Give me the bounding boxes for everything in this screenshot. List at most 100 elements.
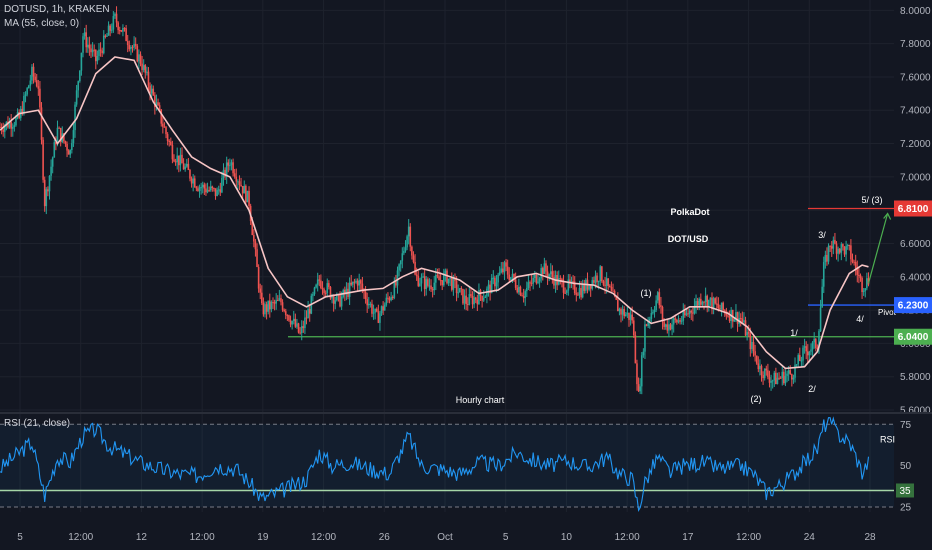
candle-body	[136, 45, 139, 62]
candle-body	[754, 351, 756, 356]
candle-body	[853, 261, 855, 263]
candle-body	[829, 245, 831, 247]
candle-body	[155, 102, 158, 107]
candle-body	[743, 320, 745, 323]
candle-body	[187, 163, 190, 170]
candle-body	[185, 163, 188, 167]
candle-body	[615, 295, 618, 300]
candle-body	[409, 226, 412, 247]
candle-body	[452, 277, 455, 290]
candle-body	[513, 273, 515, 280]
price-tick-label: 7.0000	[900, 172, 931, 183]
candle-body	[326, 283, 329, 294]
candle-body	[334, 300, 337, 304]
candle-body	[336, 294, 338, 301]
candle-body	[444, 270, 447, 275]
candle-body	[439, 280, 442, 282]
candle-body	[757, 363, 760, 370]
candle-body	[791, 374, 793, 380]
candle-body	[71, 143, 73, 151]
rsi-series-label: RSI	[880, 434, 895, 444]
candle-body	[53, 142, 56, 158]
rsi-legend[interactable]: RSI (21, close)	[4, 418, 71, 429]
candle-body	[178, 155, 180, 166]
candle-body	[125, 28, 127, 42]
price-tick-label: 7.2000	[900, 139, 931, 150]
candle-body	[564, 292, 566, 294]
candle-body	[87, 44, 89, 48]
candle-body	[711, 297, 713, 310]
candle-body	[352, 281, 354, 285]
candle-body	[272, 302, 274, 304]
candle-body	[861, 277, 863, 293]
candle-body	[567, 279, 570, 291]
candle-body	[538, 278, 541, 282]
candle-body	[794, 364, 796, 378]
candle-body	[120, 30, 123, 32]
candle-body	[203, 184, 206, 189]
rsi-line	[0, 416, 870, 512]
candle-body	[205, 188, 207, 193]
candle-body	[838, 248, 841, 253]
candle-body	[276, 300, 279, 302]
candle-body	[278, 298, 281, 301]
ma-legend[interactable]: MA (55, close, 0)	[4, 18, 80, 29]
candle-body	[800, 360, 803, 362]
candle-body	[96, 55, 99, 62]
candle-body	[511, 273, 514, 278]
candle-body	[104, 35, 107, 37]
candle-body	[133, 44, 135, 48]
candle-body	[401, 253, 404, 261]
candle-body	[781, 371, 784, 378]
candle-body	[197, 188, 199, 191]
candle-body	[122, 28, 124, 32]
candle-body	[518, 286, 520, 293]
candle-body	[112, 16, 115, 30]
candle-body	[99, 49, 102, 51]
candle-body	[792, 377, 795, 380]
candle-body	[481, 296, 483, 301]
candle-body	[406, 236, 408, 248]
wave-label: (2)	[751, 394, 762, 404]
annotations: Pivot PolkaDot DOT/USD Hourly chart (1) (2) 1/…	[456, 195, 897, 405]
candle-body	[503, 262, 506, 273]
candle-body	[366, 299, 368, 306]
candle-body	[427, 279, 429, 286]
candle-body	[569, 279, 571, 284]
candle-body	[668, 324, 670, 331]
candle-body	[259, 288, 262, 293]
candle-body	[588, 284, 590, 290]
candle-body	[206, 189, 209, 193]
candle-body	[561, 279, 563, 282]
candle-body	[660, 305, 662, 307]
candle-body	[102, 35, 105, 54]
candle-body	[350, 282, 353, 285]
time-tick-label: Oct	[437, 532, 453, 543]
candle-body	[374, 308, 376, 313]
candle-body	[478, 290, 480, 305]
candle-body	[858, 274, 860, 276]
candle-body	[629, 314, 632, 320]
candle-body	[147, 71, 150, 86]
symbol-legend[interactable]: DOTUSD, 1h, KRAKEN	[4, 4, 110, 15]
candle-body	[457, 292, 459, 294]
candle-body	[286, 315, 289, 317]
time-tick-label: 28	[864, 532, 876, 543]
candle-body	[232, 162, 234, 174]
candle-body	[621, 309, 624, 315]
candle-body	[251, 221, 254, 236]
candle-body	[35, 80, 38, 87]
candle-body	[264, 304, 266, 315]
candle-body	[323, 289, 325, 293]
rsi-level-tag	[896, 483, 914, 498]
candle-body	[723, 310, 726, 312]
candle-body	[613, 290, 616, 296]
time-tick-label: 5	[503, 532, 509, 543]
candle-body	[832, 239, 835, 249]
candle-body	[27, 85, 30, 89]
axes: 8.00007.80007.60007.40007.20007.00006.80…	[0, 6, 932, 543]
candle-body	[345, 288, 348, 295]
candle-body	[118, 30, 121, 32]
candle-body	[256, 249, 258, 268]
candle-body	[778, 377, 780, 379]
